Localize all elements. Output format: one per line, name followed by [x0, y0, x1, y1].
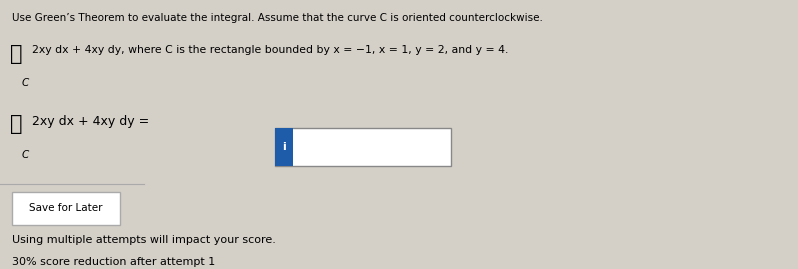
FancyBboxPatch shape	[12, 192, 120, 225]
Text: i: i	[282, 142, 286, 152]
Text: Using multiple attempts will impact your score.: Using multiple attempts will impact your…	[12, 235, 276, 245]
FancyBboxPatch shape	[275, 128, 451, 166]
Text: 2xy dx + 4xy dy, where C is the rectangle bounded by x = −1, x = 1, y = 2, and y: 2xy dx + 4xy dy, where C is the rectangl…	[32, 45, 508, 55]
Text: Use Green’s Theorem to evaluate the integral. Assume that the curve C is oriente: Use Green’s Theorem to evaluate the inte…	[12, 13, 543, 23]
FancyBboxPatch shape	[275, 128, 293, 166]
Text: ∮: ∮	[10, 115, 23, 134]
Text: 30% score reduction after attempt 1: 30% score reduction after attempt 1	[12, 257, 215, 267]
Text: ∮: ∮	[10, 45, 23, 65]
Text: Save for Later: Save for Later	[29, 203, 103, 214]
Text: C: C	[22, 150, 29, 160]
Text: 2xy dx + 4xy dy =: 2xy dx + 4xy dy =	[32, 115, 149, 128]
Text: C: C	[22, 77, 29, 87]
